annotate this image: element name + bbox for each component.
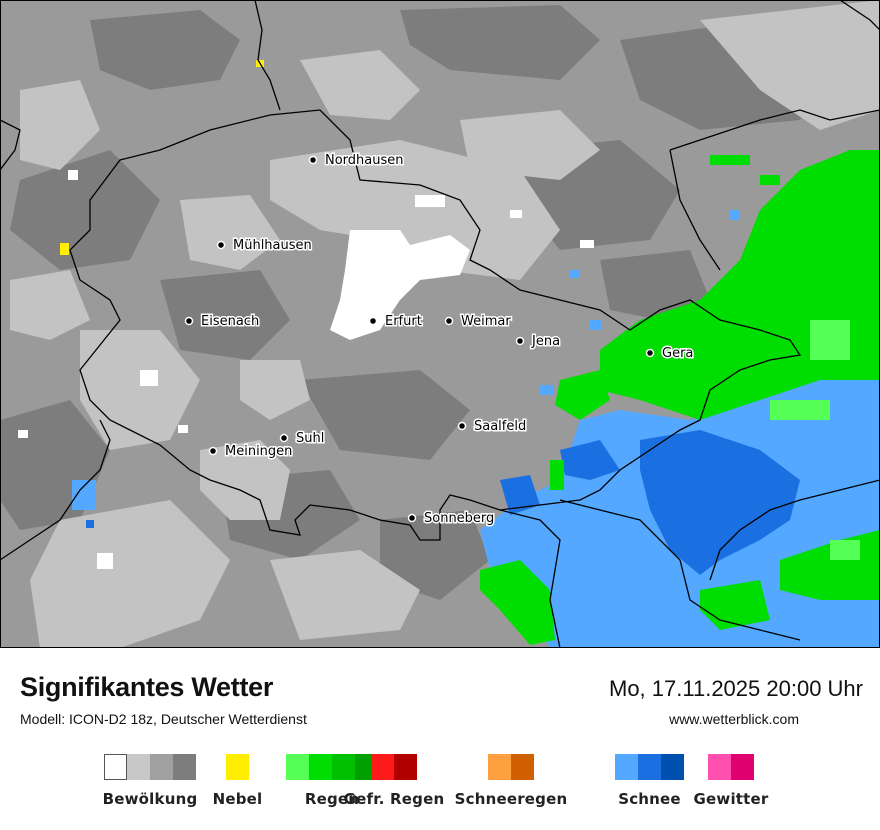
legend-swatches: [694, 754, 769, 780]
state-border: [69, 109, 802, 541]
legend-swatch: [394, 754, 417, 780]
legend-swatch: [511, 754, 534, 780]
legend-swatches: [213, 754, 263, 780]
legend-swatch: [286, 754, 309, 780]
city-label-saalfeld: Saalfeld: [474, 419, 526, 434]
light-rain-areas: [770, 320, 860, 560]
legend-swatch: [150, 754, 173, 780]
city-label-nordhausen: Nordhausen: [325, 153, 404, 168]
city-markers: Nordhausen Mühlhausen Eisenach Erfurt We…: [184, 152, 695, 528]
legend-group-nebel: Nebel: [213, 754, 263, 808]
legend-label: Gefr. Regen: [343, 790, 445, 808]
legend-swatch: [226, 754, 249, 780]
legend-group-bew-lkung: Bewölkung: [103, 754, 198, 808]
legend-label: Bewölkung: [102, 790, 198, 808]
city-label-sonneberg: Sonneberg: [424, 511, 494, 526]
legend-label: Schnee: [618, 790, 681, 808]
footer: Signifikantes Wetter Modell: ICON-D2 18z…: [0, 648, 880, 830]
city-label-gera: Gera: [662, 346, 693, 361]
legend-label: Nebel: [212, 790, 263, 808]
legend-swatches: [103, 754, 198, 780]
legend-group-gewitter: Gewitter: [694, 754, 769, 808]
legend-swatch: [708, 754, 731, 780]
page-title: Signifikantes Wetter: [20, 672, 274, 702]
legend-swatches: [455, 754, 568, 780]
model-info: Modell: ICON-D2 18z, Deutscher Wetterdie…: [20, 711, 307, 727]
city-label-eisenach: Eisenach: [201, 314, 259, 329]
legend-swatch: [371, 754, 394, 780]
legend-swatches: [615, 754, 684, 780]
legend-swatch: [615, 754, 638, 780]
legend-swatch: [488, 754, 511, 780]
legend-swatch: [638, 754, 661, 780]
legend-swatch: [661, 754, 684, 780]
legend-swatch: [173, 754, 196, 780]
forecast-datetime: Mo, 17.11.2025 20:00 Uhr: [609, 676, 863, 701]
city-label-weimar: Weimar: [461, 314, 511, 329]
legend-swatch: [332, 754, 355, 780]
legend-swatches: [286, 754, 378, 780]
legend-group-regen: Regen: [286, 754, 378, 808]
other-borders: [0, 0, 880, 648]
city-label-muehlhausen: Mühlhausen: [233, 238, 312, 253]
legend-swatch: [127, 754, 150, 780]
city-label-jena: Jena: [531, 334, 560, 349]
legend-group-gefr-regen: Gefr. Regen: [344, 754, 445, 808]
legend-swatches: [344, 754, 445, 780]
legend-group-schnee: Schnee: [615, 754, 684, 808]
weather-map: Nordhausen Mühlhausen Eisenach Erfurt We…: [0, 0, 880, 648]
legend-label: Regen: [304, 790, 360, 808]
legend-group-schneeregen: Schneeregen: [455, 754, 568, 808]
heavy-snow-areas: [86, 430, 800, 575]
website-link[interactable]: www.wetterblick.com: [669, 711, 799, 727]
legend-swatch: [104, 754, 127, 780]
legend-swatch: [309, 754, 332, 780]
city-label-erfurt: Erfurt: [385, 314, 422, 329]
legend-swatch: [731, 754, 754, 780]
city-label-suhl: Suhl: [296, 431, 324, 446]
legend-label: Schneeregen: [454, 790, 568, 808]
city-label-meiningen: Meiningen: [225, 444, 292, 459]
clear-sky-areas: [18, 170, 594, 569]
legend-label: Gewitter: [693, 790, 769, 808]
